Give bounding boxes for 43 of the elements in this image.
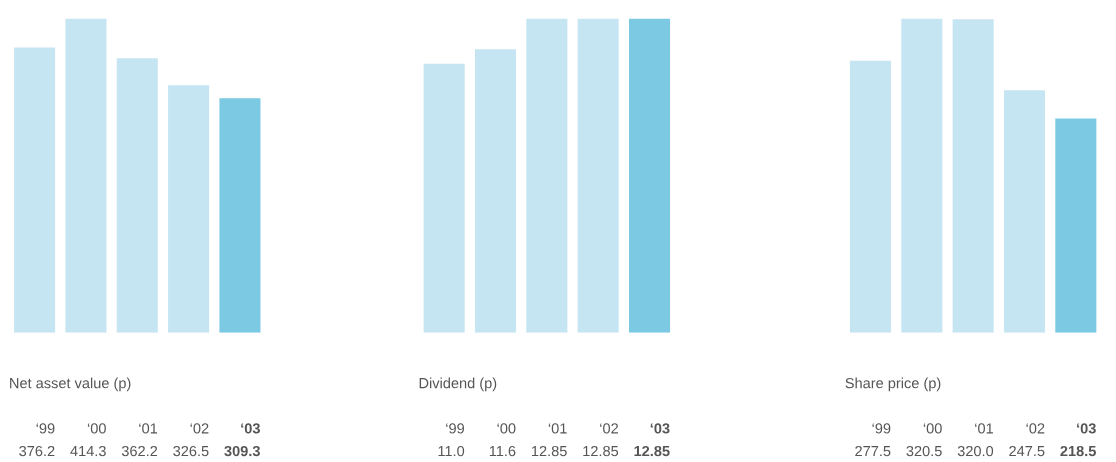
- bar: [952, 19, 994, 333]
- x-tick-label: ‘99: [446, 423, 465, 434]
- data-label: 277.5: [855, 445, 891, 457]
- x-tick-label: ‘01: [548, 423, 567, 434]
- data-label: 12.85: [634, 445, 670, 457]
- data-label: 362.2: [121, 445, 158, 457]
- x-tick-label: ‘03: [650, 423, 670, 434]
- text: Share price (p): [845, 377, 941, 392]
- data-label: 12.85: [583, 445, 619, 457]
- data-label: 11.6: [489, 445, 516, 457]
- bar: [116, 58, 158, 333]
- x-tick-label: ‘00: [497, 423, 516, 434]
- data-label: 320.5: [906, 445, 942, 457]
- x-tick-label: ‘99: [36, 423, 55, 434]
- data-label: 414.3: [70, 445, 106, 457]
- x-tick-label: ‘01: [139, 423, 158, 434]
- bar: [1055, 118, 1097, 333]
- data-label: 309.3: [224, 445, 260, 457]
- text: Dividend (p): [419, 377, 497, 392]
- data-label: 218.5: [1060, 445, 1096, 457]
- x-tick-label: ‘01: [975, 423, 993, 434]
- data-label: 11.0: [438, 445, 465, 457]
- bar: [168, 85, 210, 333]
- x-tick-label: ‘02: [600, 423, 618, 434]
- x-tick-label: ‘02: [1026, 423, 1045, 434]
- bar: [65, 18, 107, 333]
- bar: [1003, 90, 1046, 333]
- x-tick-label: ‘00: [923, 423, 942, 434]
- data-label: 12.85: [532, 445, 567, 457]
- x-tick-label: ‘03: [1077, 423, 1096, 434]
- data-label: 376.2: [19, 445, 55, 457]
- data-label: 320.0: [957, 445, 994, 457]
- data-label: 326.5: [173, 445, 209, 457]
- x-tick-label: ‘99: [872, 423, 891, 434]
- data-label: 247.5: [1009, 445, 1045, 457]
- x-tick-label: ‘02: [190, 423, 209, 434]
- bar: [901, 18, 943, 333]
- bar: [14, 47, 56, 333]
- bar: [849, 60, 892, 333]
- x-tick-label: ‘00: [87, 423, 106, 434]
- bar: [219, 98, 261, 333]
- x-tick-label: ‘03: [241, 423, 260, 434]
- text: Net asset value (p): [10, 377, 131, 392]
